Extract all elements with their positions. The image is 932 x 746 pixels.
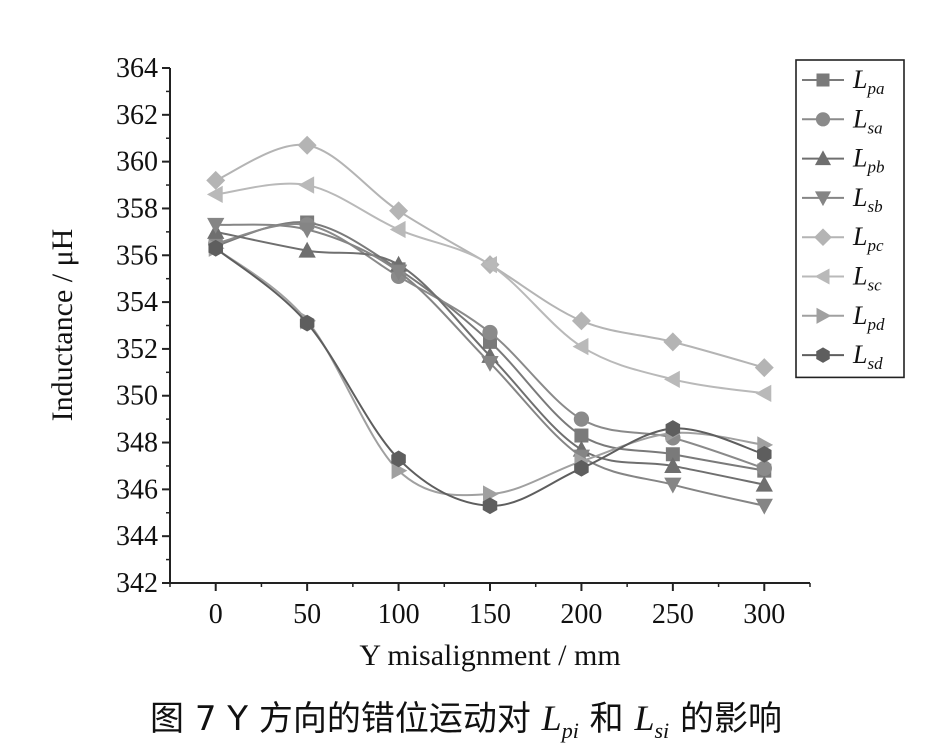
legend: Lpa Lsa Lpb Lsb Lpc Lsc Lpd Lsd [795,59,905,379]
x-tick-label: 50 [293,599,321,630]
legend-box [795,59,905,379]
x-axis-title: Y misalignment / mm [359,639,620,672]
series-sb [207,217,773,515]
axes: 342 344 346 348 350 352 354 356 358 360 362 364 0 50 1… [116,53,811,630]
data-point-sa [573,411,590,427]
data-point-sd [391,450,406,468]
legend-item-sd: Lsd [802,340,883,373]
data-point-pa [574,428,589,443]
figure-caption: 图 7 Y 方向的错位运动对 Lpi 和 Lsi 的影响 [150,698,782,743]
data-point-pb [298,241,316,258]
y-tick-label: 346 [116,474,158,505]
y-tick-label: 360 [116,147,158,178]
data-point-sc [206,185,223,204]
data-point-sc [664,370,680,388]
data-point-sd [574,459,589,477]
data-point-pc [571,311,591,331]
legend-marker [814,228,832,247]
data-point-sb [755,498,773,515]
data-point-sd [757,445,772,463]
data-point-sc [755,384,772,403]
y-tick-label: 352 [116,334,158,365]
legend-item-pb: Lpb [802,144,884,177]
y-tick-label: 348 [116,428,158,459]
series-layer [206,135,774,515]
caption-subscript-2: si [654,718,669,743]
legend-label: Lpc [852,222,884,255]
data-point-pb [664,457,682,473]
data-point-pc [663,332,683,352]
caption-middle: 和 [579,699,635,739]
series-sd [208,239,772,515]
legend-label: Lpd [852,301,885,334]
data-point-pc [754,358,774,378]
data-point-sc [572,337,589,356]
legend-marker [815,112,831,127]
legend-label: Lsc [852,262,882,295]
legend-item-sa: Lsa [802,104,883,137]
legend-label: Lsb [852,183,883,216]
caption-symbol-2: L [633,698,654,738]
y-tick-label: 350 [116,381,158,412]
y-axis-title: Inductance / μH [46,229,79,422]
legend-marker [814,268,830,285]
legend-item-pa: Lpa [802,65,884,98]
caption-subscript-1: pi [560,718,579,743]
y-tick-label: 362 [116,100,158,131]
data-point-pc [297,135,317,155]
y-tick-label: 358 [116,193,158,224]
legend-item-pd: Lpd [802,301,885,334]
x-tick-label: 0 [209,599,223,630]
series-sc [206,176,772,403]
data-point-sd [299,314,315,332]
x-tick-label: 150 [469,599,511,630]
series-pd [208,239,774,503]
legend-marker [816,73,830,87]
y-tick-label: 364 [116,53,158,84]
y-tick-label: 344 [116,521,158,552]
data-point-sd [208,239,223,257]
data-point-sb [664,477,682,494]
data-point-pc [206,170,226,190]
data-point-sb [481,355,499,372]
legend-label: Lpa [852,65,884,98]
x-tick-label: 200 [560,599,602,630]
data-point-sa [756,460,772,476]
data-point-sc [298,176,315,194]
legend-marker [816,347,830,363]
data-point-sa [482,324,498,341]
legend-item-sb: Lsb [802,183,883,216]
y-tick-label: 356 [116,240,158,271]
y-tick-label: 342 [116,568,158,599]
x-tick-label: 250 [652,599,694,630]
y-tick-label: 354 [116,287,158,318]
data-point-sb [207,217,225,234]
caption-prefix: 图 7 Y 方向的错位运动对 [150,699,542,739]
legend-label: Lsd [852,340,883,373]
data-point-pb [755,475,773,492]
data-point-sc [481,255,497,274]
legend-marker [814,150,832,166]
data-point-sd [665,420,681,437]
legend-marker [816,307,832,324]
data-point-sb [298,222,316,239]
x-tick-label: 100 [378,599,420,630]
data-point-sc [389,220,406,239]
x-tick-label: 300 [743,599,785,630]
legend-item-pc: Lpc [802,222,884,255]
caption-symbol-1: L [541,698,562,738]
data-point-sb [389,264,408,281]
legend-marker [814,191,832,207]
data-point-pc [389,201,409,221]
data-point-sd [482,497,498,515]
legend-label: Lpb [852,144,884,177]
legend-label: Lsa [852,104,883,137]
legend-item-sc: Lsc [802,262,882,295]
caption-suffix: 的影响 [669,699,782,739]
